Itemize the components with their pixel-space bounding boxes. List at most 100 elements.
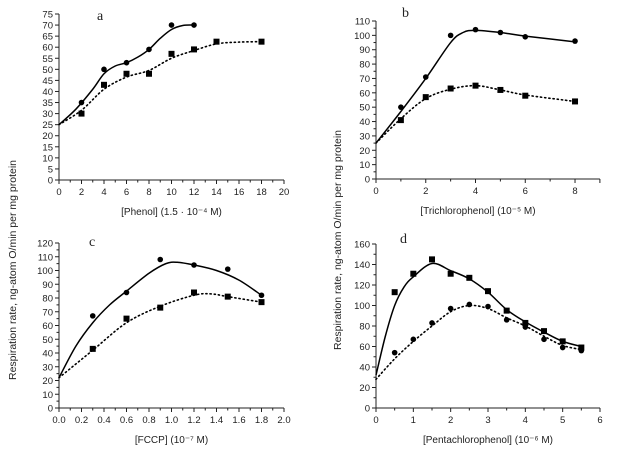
data-point-circle (224, 266, 231, 272)
y-tick-label: 110 (355, 17, 370, 28)
y-tick-label: 140 (354, 260, 370, 271)
x-axis-label: [Trichlorophenol] (10⁻⁵ M) (420, 206, 535, 217)
data-point-circle (89, 313, 96, 319)
data-point-circle (258, 292, 265, 299)
data-point-circle (398, 104, 404, 110)
y-tick-label: 40 (359, 117, 370, 128)
y-tick-label: 10 (42, 153, 53, 164)
x-tick-label: 0 (373, 186, 378, 197)
y-tick-label: 90 (359, 45, 370, 56)
x-tick-label: 1.4 (210, 415, 223, 426)
x-tick-label: 8 (146, 187, 151, 198)
x-tick-label: 4 (473, 186, 478, 197)
data-point-circle (559, 344, 566, 351)
data-point-circle (123, 59, 130, 66)
x-tick-label: 2 (423, 186, 428, 197)
data-point-circle (191, 22, 197, 28)
y-tick-label: 20 (42, 131, 53, 142)
x-tick-label: 14 (211, 187, 222, 198)
x-tick-label: 18 (256, 187, 267, 198)
data-point-square (429, 256, 435, 263)
data-point-circle (466, 301, 473, 308)
data-point-circle (447, 32, 454, 39)
data-point-square (168, 50, 175, 57)
x-tick-label: 6 (124, 187, 129, 198)
x-axis-label: [Pentachlorophenol] (10⁻⁶ M) (423, 435, 553, 446)
y-tick-label: 60 (42, 43, 53, 54)
y-tick-label: 70 (359, 74, 370, 85)
x-tick-label: 20 (279, 187, 290, 198)
x-axis-label: [FCCP] (10⁻⁷ M) (135, 435, 208, 446)
data-point-circle (497, 29, 504, 36)
series-2-dotted-curve (375, 304, 583, 381)
series-1-solid-curve (58, 261, 262, 379)
data-point-circle (541, 336, 547, 343)
y-tick-label: 30 (42, 362, 53, 373)
y-tick-label: 10 (359, 160, 370, 171)
data-point-circle (101, 66, 107, 73)
data-point-square (191, 289, 197, 296)
y-tick-label: 160 (354, 240, 370, 251)
y-tick-label: 0 (365, 175, 370, 186)
y-tick-label: 40 (42, 87, 53, 98)
x-tick-label: 6 (523, 186, 528, 197)
y-axis-label-left: Respiration rate, ng-atom O/min per mg p… (7, 160, 19, 380)
y-tick-label: 60 (359, 88, 370, 99)
panel-a: a0 2 4 6 8 10 12 14 16 18 200510152025303540455055… (42, 9, 289, 218)
y-tick-label: 70 (42, 21, 53, 32)
x-axis-label: [Phenol] (1.5 · 10⁻⁴ M) (121, 207, 222, 218)
series-1-solid-curve (58, 24, 195, 126)
data-point-square (146, 70, 152, 77)
x-tick-label: 2 (79, 187, 84, 198)
data-point-circle (78, 99, 85, 106)
data-point-circle (422, 74, 429, 80)
y-tick-label: 25 (42, 120, 53, 131)
x-tick-label: 1.6 (232, 415, 245, 426)
y-tick-label: 50 (42, 65, 53, 76)
series-1-solid-curve (375, 29, 576, 144)
y-tick-label: 110 (38, 252, 53, 263)
data-point-square (447, 270, 454, 277)
y-tick-label: 90 (42, 280, 53, 291)
data-point-square (572, 98, 579, 105)
y-tick-label: 0 (365, 404, 370, 415)
y-tick-label: 0 (48, 404, 53, 415)
data-point-square (191, 46, 197, 53)
y-tick-label: 0 (48, 176, 53, 187)
y-tick-label: 5 (48, 164, 53, 175)
data-point-circle (578, 347, 585, 354)
data-point-circle (191, 262, 197, 268)
data-point-square (522, 319, 529, 326)
y-tick-label: 60 (359, 342, 370, 353)
panel-label: b (402, 6, 409, 21)
x-tick-label: 10 (166, 187, 177, 198)
y-tick-label: 40 (42, 349, 53, 360)
data-point-circle (472, 26, 479, 33)
data-point-circle (522, 324, 529, 330)
x-tick-label: 4 (101, 187, 106, 198)
x-tick-label: 0 (56, 187, 61, 198)
x-tick-label: 12 (189, 187, 200, 198)
data-point-square (224, 293, 231, 300)
y-tick-label: 40 (359, 363, 370, 374)
data-point-circle (503, 317, 510, 323)
y-tick-label: 15 (42, 142, 53, 153)
data-point-square (391, 289, 398, 296)
data-point-circle (522, 34, 529, 40)
y-tick-label: 45 (42, 76, 53, 87)
panel-label: d (400, 232, 407, 247)
data-point-circle (123, 289, 130, 296)
y-tick-label: 50 (359, 103, 370, 114)
y-tick-label: 20 (42, 376, 53, 387)
y-tick-label: 70 (42, 307, 53, 318)
x-tick-label: 1.8 (255, 415, 268, 426)
data-point-square (422, 94, 429, 101)
panel-b: b0 2 4 6 80102030405060708090100110[Trichlor… (354, 6, 601, 217)
y-tick-label: 80 (359, 322, 370, 333)
x-tick-label: 0 (373, 415, 378, 426)
data-point-circle (485, 303, 491, 310)
data-point-circle (572, 38, 578, 44)
data-point-circle (146, 46, 152, 53)
data-point-square (78, 110, 85, 117)
